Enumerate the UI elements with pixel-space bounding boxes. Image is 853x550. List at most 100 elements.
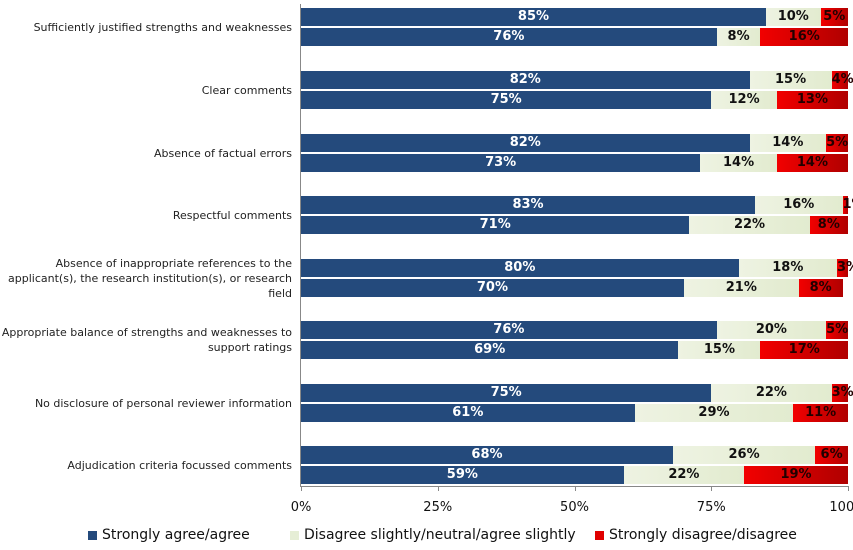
bar-segment: 16%: [760, 28, 848, 46]
legend-item-2: Strongly disagree/disagree: [595, 527, 797, 543]
bar-segment: 12%: [711, 91, 777, 109]
bar-segment: 26%: [672, 446, 816, 464]
legend-label: Strongly agree/agree: [102, 527, 250, 543]
data-label: 82%: [509, 72, 541, 87]
bar-segment: 21%: [683, 279, 799, 297]
bar-segment: 13%: [776, 91, 848, 109]
data-label: 22%: [668, 467, 700, 482]
data-label: 14%: [796, 155, 828, 170]
data-label: 61%: [452, 405, 484, 420]
x-tick-mark: [301, 486, 302, 491]
data-label: 11%: [805, 405, 837, 420]
legend-label: Strongly disagree/disagree: [609, 527, 797, 543]
data-label: 17%: [788, 342, 820, 357]
data-label: 83%: [512, 197, 544, 212]
data-label: 8%: [809, 280, 832, 295]
data-label: 4%: [831, 72, 853, 87]
data-label: 5%: [826, 322, 849, 337]
data-label: 22%: [733, 217, 766, 232]
data-label: 5%: [826, 135, 849, 150]
data-label: 12%: [728, 92, 760, 107]
legend-swatch: [88, 530, 97, 540]
data-label: 26%: [728, 447, 760, 462]
category-label: Absence of factual errors: [154, 146, 292, 160]
bar-segment: 22%: [711, 384, 832, 402]
bar-segment: 73%: [301, 154, 701, 172]
bar-segment: 22%: [689, 216, 810, 234]
data-label: 75%: [490, 385, 522, 400]
x-tick-mark: [574, 486, 576, 491]
data-label: 14%: [772, 135, 804, 150]
category-label: Sufficiently justified strengths and wea…: [33, 20, 292, 34]
bar-segment: 11%: [793, 404, 848, 422]
bar-segment: 8%: [798, 279, 843, 297]
bar-segment: 75%: [301, 91, 712, 109]
data-label: 14%: [723, 155, 755, 170]
data-label: 80%: [504, 260, 536, 275]
data-label: 73%: [485, 155, 517, 170]
x-tick-label: 50%: [560, 500, 589, 515]
data-label: 16%: [783, 197, 815, 212]
category-label: Appropriate balance of strengths and wea…: [1, 326, 292, 354]
bar-segment: 70%: [301, 279, 684, 297]
data-label: 70%: [476, 280, 508, 295]
bar-segment: 83%: [301, 196, 755, 214]
data-label: 69%: [474, 342, 506, 357]
x-tick-label: 100%: [829, 500, 853, 515]
bar-segment: 14%: [749, 134, 827, 152]
bar-segment: 1%: [842, 196, 853, 214]
data-label: 76%: [493, 29, 525, 44]
bar-segment: 15%: [749, 71, 832, 89]
bar-segment: 15%: [678, 341, 761, 359]
bar-segment: 3%: [831, 384, 853, 402]
legend-swatch: [595, 530, 604, 540]
bar-segment: 61%: [301, 404, 635, 422]
bar-segment: 4%: [831, 71, 853, 89]
bar-segment: 80%: [301, 259, 739, 277]
category-label: Clear comments: [201, 83, 292, 97]
bar-segment: 16%: [755, 196, 843, 214]
data-label: 82%: [509, 135, 541, 150]
data-label: 16%: [788, 29, 820, 44]
data-label: 20%: [755, 322, 787, 337]
category-label: No disclosure of personal reviewer infor…: [34, 396, 292, 410]
x-tick-mark: [437, 486, 439, 491]
bar-segment: 10%: [765, 8, 821, 26]
legend-swatch: [290, 530, 299, 540]
bar-segment: 14%: [776, 154, 848, 172]
bar-segment: 59%: [301, 466, 624, 484]
bar-segment: 14%: [700, 154, 777, 172]
bar-segment: 17%: [760, 341, 848, 359]
data-label: 3%: [837, 260, 853, 275]
legend-item-0: Strongly agree/agree: [88, 527, 250, 543]
data-label: 75%: [490, 92, 522, 107]
y-axis-line: [300, 4, 301, 486]
data-label: 21%: [725, 280, 757, 295]
data-label: 85%: [517, 9, 550, 24]
x-tick-label: 25%: [423, 500, 453, 515]
data-label: 68%: [471, 447, 503, 462]
data-label: 6%: [820, 447, 843, 462]
data-label: 13%: [796, 92, 828, 107]
bar-segment: 19%: [744, 466, 848, 484]
data-label: 15%: [774, 72, 807, 87]
bar-segment: 68%: [301, 446, 673, 464]
bar-segment: 82%: [301, 134, 750, 152]
data-label: 76%: [493, 322, 525, 337]
data-label: 22%: [755, 385, 787, 400]
bar-segment: 5%: [826, 134, 848, 152]
bar-segment: 8%: [716, 28, 761, 46]
bar-segment: 82%: [301, 71, 750, 89]
bar-segment: 18%: [738, 259, 838, 277]
x-tick-label: 0%: [290, 500, 312, 515]
data-label: 3%: [831, 385, 853, 400]
bar-segment: 71%: [301, 216, 690, 234]
data-label: 59%: [446, 467, 478, 482]
x-tick-mark: [711, 486, 713, 491]
data-label: 18%: [772, 260, 804, 275]
data-label: 29%: [698, 405, 730, 420]
data-label: 8%: [727, 29, 750, 44]
legend-label: Disagree slightly/neutral/agree slightly: [304, 527, 576, 543]
data-label: 10%: [777, 9, 809, 24]
